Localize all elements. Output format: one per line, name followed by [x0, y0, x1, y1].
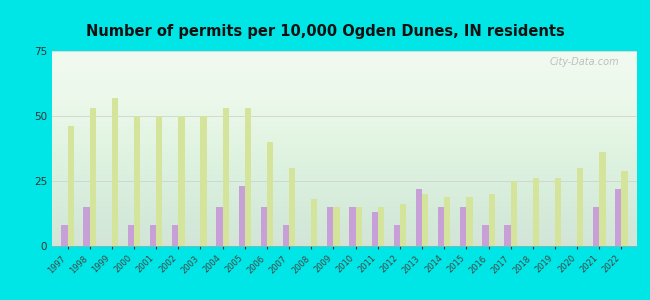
Bar: [216, 207, 222, 246]
Bar: [150, 225, 156, 246]
Bar: [416, 189, 422, 246]
Bar: [83, 207, 90, 246]
Bar: [372, 212, 378, 246]
Bar: [511, 181, 517, 246]
Bar: [422, 194, 428, 246]
Bar: [555, 178, 561, 246]
Bar: [178, 116, 185, 246]
Bar: [112, 98, 118, 246]
Bar: [134, 116, 140, 246]
Bar: [267, 142, 273, 246]
Bar: [438, 207, 444, 246]
Bar: [239, 186, 245, 246]
Bar: [489, 194, 495, 246]
Bar: [621, 171, 628, 246]
Bar: [311, 199, 317, 246]
Bar: [327, 207, 333, 246]
Bar: [444, 196, 450, 246]
Bar: [504, 225, 511, 246]
Bar: [156, 116, 162, 246]
Bar: [577, 168, 584, 246]
Bar: [245, 108, 251, 246]
Bar: [350, 207, 356, 246]
Bar: [378, 207, 384, 246]
Text: Number of permits per 10,000 Ogden Dunes, IN residents: Number of permits per 10,000 Ogden Dunes…: [86, 24, 564, 39]
Bar: [128, 225, 134, 246]
Bar: [90, 108, 96, 246]
Bar: [200, 116, 207, 246]
Bar: [289, 168, 295, 246]
Bar: [283, 225, 289, 246]
Bar: [599, 152, 606, 246]
Bar: [533, 178, 539, 246]
Bar: [333, 207, 339, 246]
Bar: [616, 189, 621, 246]
Bar: [172, 225, 178, 246]
Text: City-Data.com: City-Data.com: [550, 57, 619, 67]
Bar: [356, 207, 362, 246]
Bar: [68, 126, 73, 246]
Bar: [467, 196, 473, 246]
Bar: [482, 225, 489, 246]
Bar: [400, 204, 406, 246]
Bar: [61, 225, 68, 246]
Bar: [222, 108, 229, 246]
Bar: [593, 207, 599, 246]
Bar: [460, 207, 467, 246]
Bar: [394, 225, 400, 246]
Bar: [261, 207, 267, 246]
